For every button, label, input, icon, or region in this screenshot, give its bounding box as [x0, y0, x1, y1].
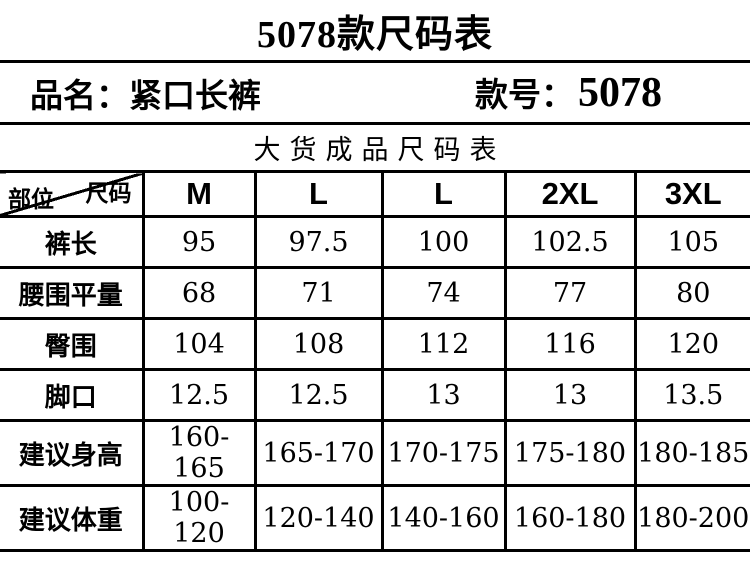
product-name-group: 品名： 紧口长裤: [30, 69, 261, 117]
size-value-cell: 116: [503, 317, 635, 371]
size-value-cell: 100: [380, 215, 505, 269]
size-value-cell: 175-180: [503, 419, 635, 487]
row-label: 裤长: [0, 215, 143, 269]
size-col-header-3xl: 3XL: [633, 170, 750, 218]
size-value-cell: 13: [503, 368, 635, 422]
size-value-cell: 100-120: [141, 484, 255, 552]
size-value-cell: 180-200: [633, 484, 750, 552]
row-label: 建议体重: [0, 484, 143, 552]
table-row-suggested-height: 建议身高 160-165 165-170 170-175 175-180 180…: [0, 419, 750, 487]
size-value-cell: 13.5: [633, 368, 750, 422]
corner-label-part: 部位: [8, 186, 54, 212]
product-name-label: 品名：: [30, 76, 129, 114]
style-number-label: 款号：: [475, 76, 574, 113]
size-value-cell: 112: [380, 317, 505, 371]
size-value-cell: 104: [141, 317, 255, 371]
size-value-cell: 77: [503, 266, 635, 320]
corner-label-size: 尺码: [85, 180, 132, 206]
size-col-header-m: M: [141, 170, 255, 218]
size-value-cell: 12.5: [253, 368, 382, 422]
table-row-leg-opening: 脚口 12.5 12.5 13 13 13.5: [0, 368, 750, 422]
size-table: 尺码 部位 M L L 2XL 3XL 裤长 95 97.5 100 102.5…: [0, 170, 750, 552]
size-col-header-2xl: 2XL: [503, 170, 635, 218]
size-value-cell: 140-160: [380, 484, 505, 552]
size-value-cell: 80: [633, 266, 750, 320]
row-label: 腰围平量: [0, 266, 143, 320]
size-value-cell: 170-175: [380, 419, 505, 487]
size-value-cell: 97.5: [253, 215, 382, 269]
table-row-hip: 臀围 104 108 112 116 120: [0, 317, 750, 371]
size-value-cell: 120: [633, 317, 750, 371]
size-value-cell: 71: [253, 266, 382, 320]
row-label: 建议身高: [0, 419, 143, 487]
size-col-header-xl: L: [380, 170, 505, 218]
size-value-cell: 95: [141, 215, 255, 269]
size-value-cell: 12.5: [141, 368, 255, 422]
size-value-cell: 120-140: [253, 484, 382, 552]
size-value-cell: 68: [141, 266, 255, 320]
row-label: 脚口: [0, 368, 143, 422]
style-number-value: 5078: [578, 70, 662, 116]
corner-cell: 尺码 部位: [0, 170, 143, 218]
table-row-suggested-weight: 建议体重 100-120 120-140 140-160 160-180 180…: [0, 484, 750, 552]
table-subtitle: 大货成品尺码表: [253, 135, 506, 165]
size-value-cell: 180-185: [633, 419, 750, 487]
size-value-cell: 108: [253, 317, 382, 371]
row-label: 臀围: [0, 317, 143, 371]
size-value-cell: 165-170: [253, 419, 382, 487]
style-number-group: 款号： 5078: [475, 68, 662, 117]
table-row-waist: 腰围平量 68 71 74 77 80: [0, 266, 750, 320]
table-row-pants-length: 裤长 95 97.5 100 102.5 105: [0, 215, 750, 269]
page-title: 5078款尺码表: [256, 13, 493, 56]
size-value-cell: 13: [380, 368, 505, 422]
size-value-cell: 74: [380, 266, 505, 320]
product-info-bar: 品名： 紧口长裤 款号： 5078: [0, 60, 750, 125]
product-name-value: 紧口长裤: [129, 76, 261, 114]
size-value-cell: 160-165: [141, 419, 255, 487]
size-col-header-l: L: [253, 170, 382, 218]
size-header-row: 尺码 部位 M L L 2XL 3XL: [0, 170, 750, 218]
size-value-cell: 102.5: [503, 215, 635, 269]
size-value-cell: 160-180: [503, 484, 635, 552]
size-value-cell: 105: [633, 215, 750, 269]
